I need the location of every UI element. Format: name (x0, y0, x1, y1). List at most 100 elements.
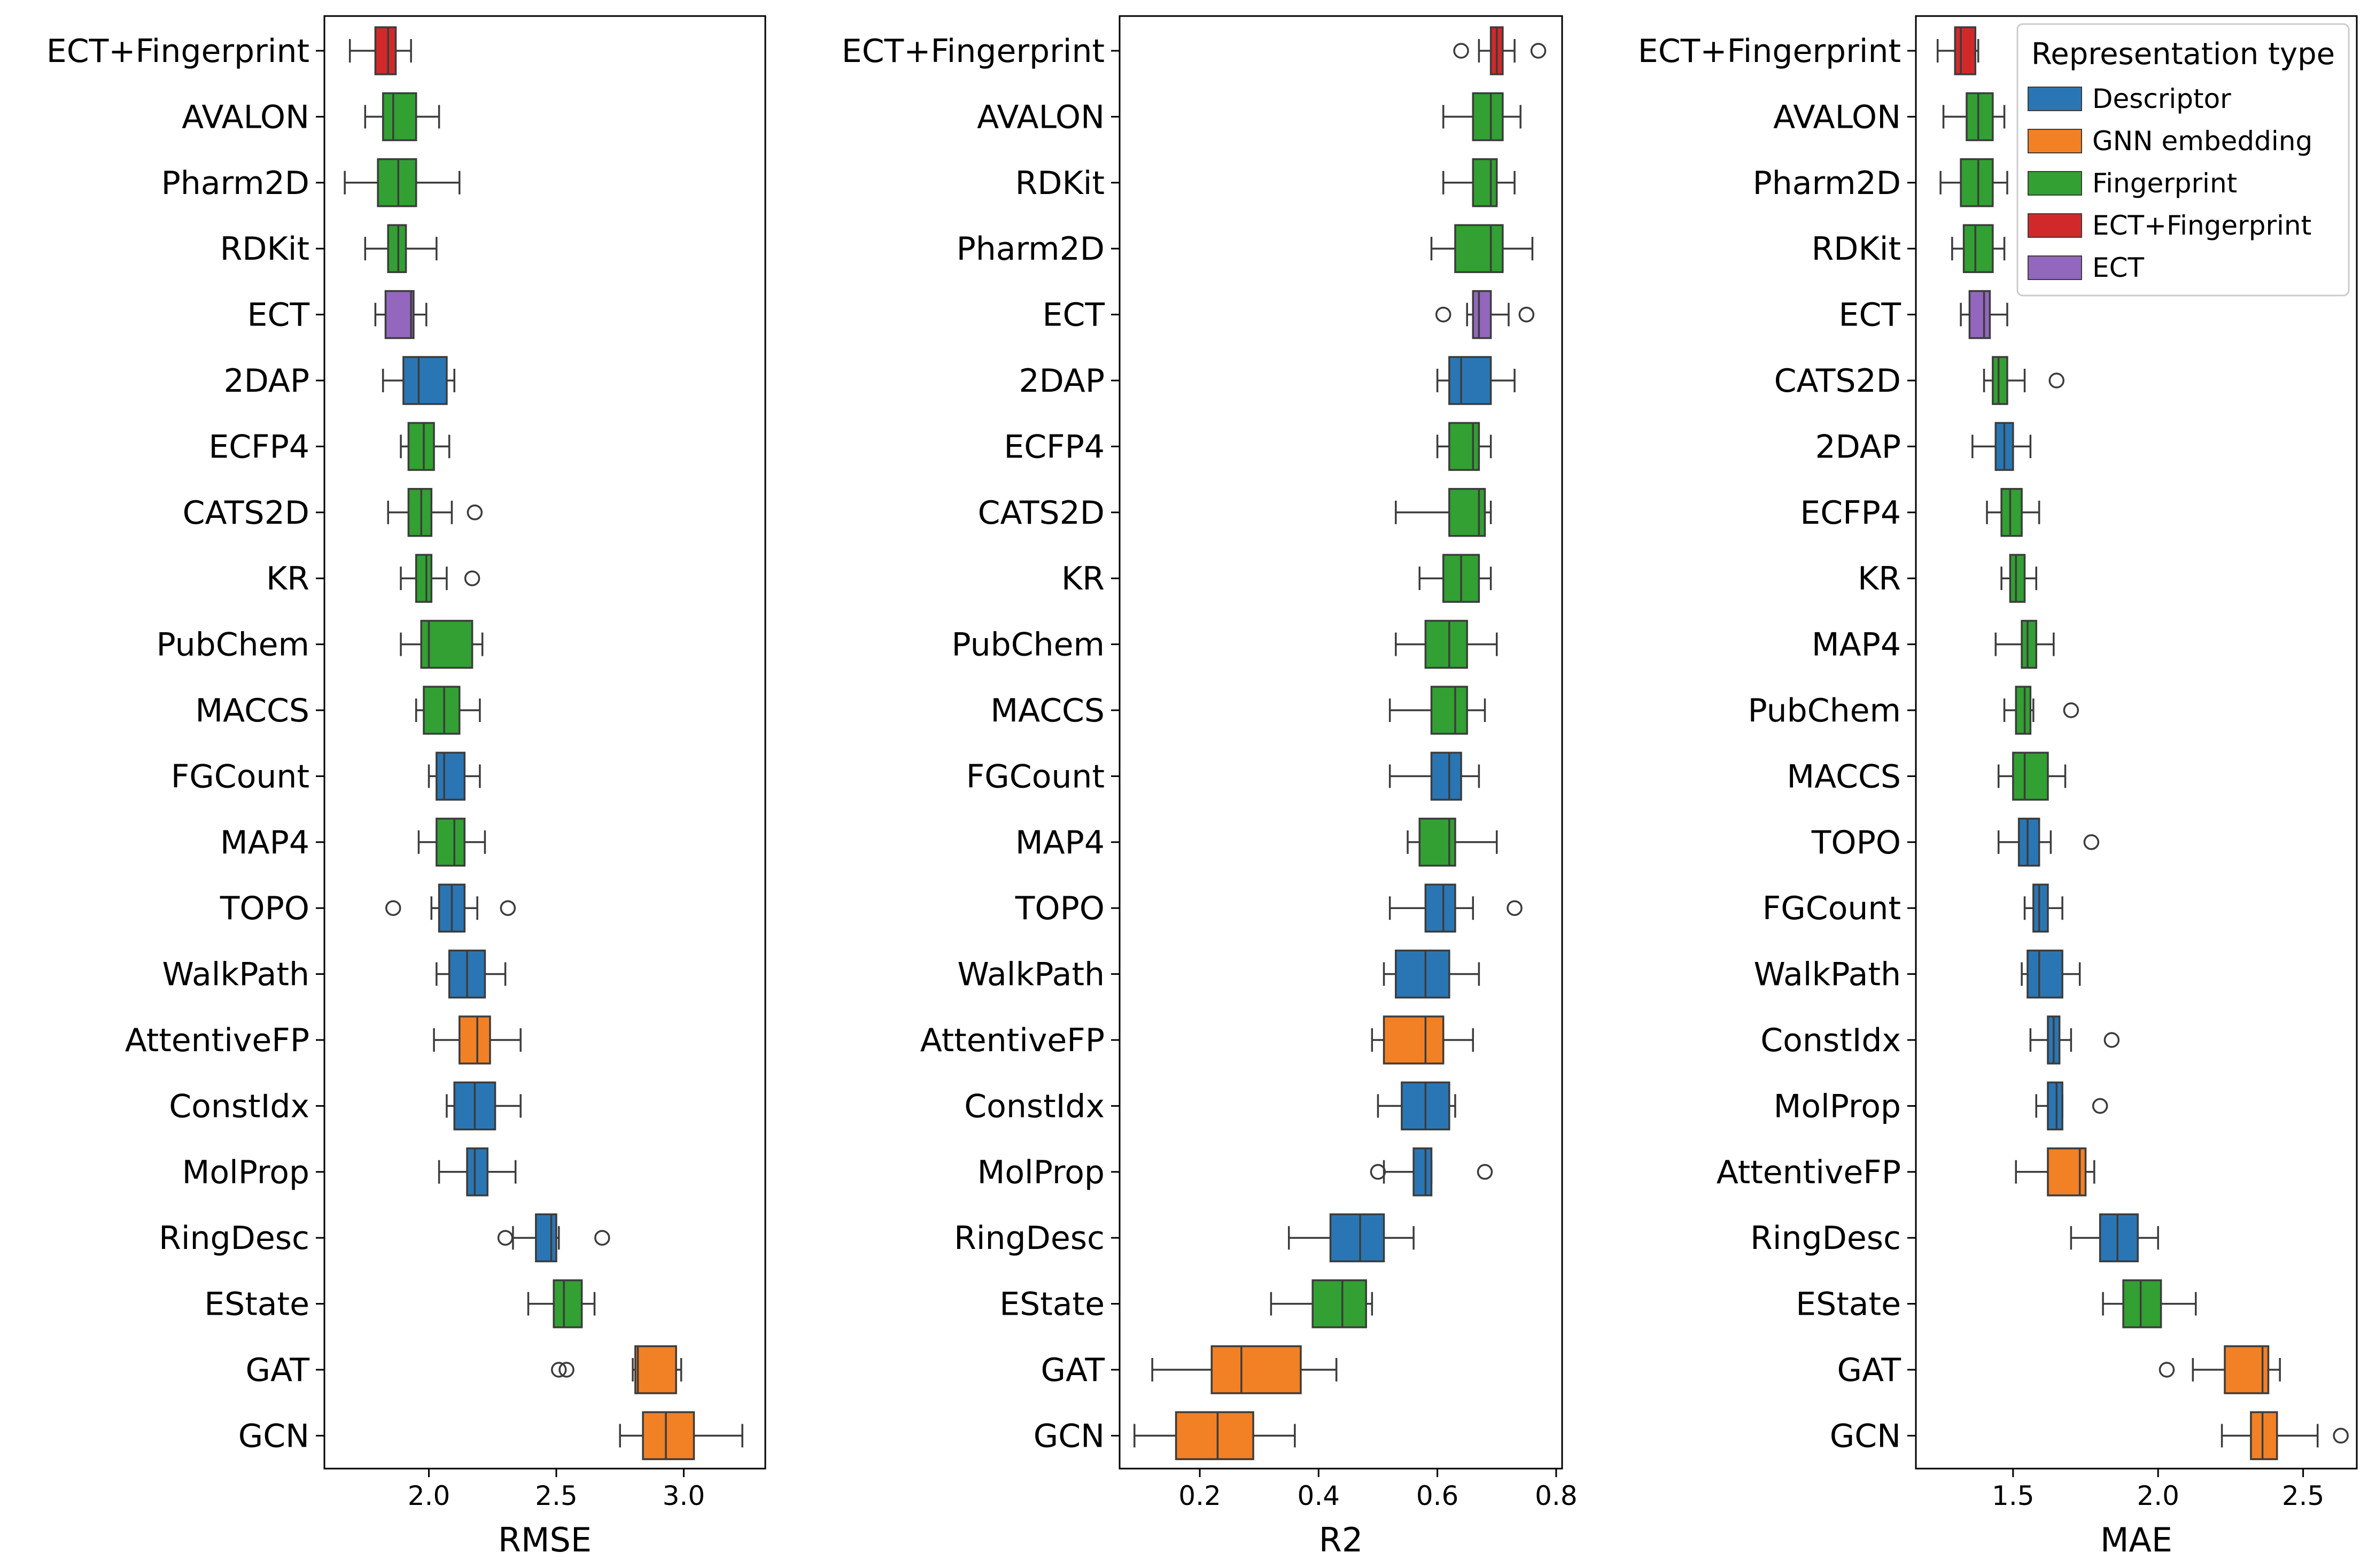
outlier-point (385, 900, 401, 916)
iqr-box (1412, 1147, 1433, 1197)
box-ect: ECT (1043, 290, 1535, 339)
category-label: GAT (245, 1352, 309, 1389)
box-map4: MAP4 (1015, 818, 1498, 867)
box-cats2d: CATS2D (183, 488, 483, 537)
legend-label: ECT (2092, 252, 2145, 283)
outlier-point (1507, 900, 1523, 916)
box-ect-fingerprint: ECT+Fingerprint (1638, 26, 1979, 75)
box-molprop: MolProp (1774, 1081, 2108, 1131)
outlier-point (1453, 43, 1469, 59)
legend-swatch (2028, 255, 2082, 280)
box-maccs: MACCS (990, 686, 1486, 735)
box-rdkit: RDKit (220, 224, 438, 273)
category-label: WalkPath (1754, 956, 1901, 993)
outlier-point (558, 1362, 574, 1378)
category-label: FGCount (1763, 890, 1901, 927)
category-label: MolProp (977, 1154, 1105, 1191)
box-walkpath: WalkPath (162, 949, 507, 999)
box-attentivefp: AttentiveFP (125, 1015, 522, 1065)
category-label: AVALON (182, 98, 309, 136)
iqr-box (1424, 619, 1468, 669)
outlier-point (500, 900, 516, 916)
legend-swatch (2028, 87, 2082, 111)
outlier-point (1370, 1164, 1386, 1180)
iqr-box (2009, 554, 2026, 603)
iqr-box (2122, 1279, 2162, 1329)
category-label: Pharm2D (957, 230, 1105, 268)
category-label: MAP4 (1812, 626, 1901, 664)
category-label: WalkPath (162, 956, 309, 993)
category-label: ConstIdx (169, 1088, 309, 1125)
box-maccs: MACCS (195, 686, 481, 735)
axes-frame (323, 15, 766, 1470)
iqr-box (2017, 818, 2040, 867)
outlier-point (550, 1362, 567, 1378)
category-label: AttentiveFP (1717, 1154, 1901, 1191)
x-tick-label: 2.5 (2282, 1480, 2325, 1511)
outlier-point (2092, 1098, 2108, 1114)
category-label: PubChem (156, 626, 309, 664)
category-label: TOPO (1015, 890, 1105, 927)
category-label: MAP4 (220, 824, 309, 861)
category-label: MolProp (182, 1154, 309, 1191)
box-avalon: AVALON (182, 92, 440, 142)
box-ecfp4: ECFP4 (1800, 488, 2040, 537)
x-tick-label: 3.0 (663, 1480, 705, 1511)
box-attentivefp: AttentiveFP (920, 1015, 1474, 1065)
category-label: GAT (1041, 1352, 1105, 1389)
category-label: ConstIdx (1760, 1022, 1901, 1059)
iqr-box (1954, 26, 1977, 75)
box-estate: EState (1796, 1279, 2197, 1329)
iqr-box (2099, 1213, 2139, 1262)
box-cats2d: CATS2D (978, 488, 1492, 537)
iqr-box (1311, 1279, 1367, 1329)
box-estate: EState (204, 1279, 596, 1329)
category-label: RDKit (1812, 230, 1901, 268)
iqr-box (1424, 883, 1456, 933)
category-label: ConstIdx (964, 1088, 1105, 1125)
box-ringdesc: RingDesc (954, 1213, 1415, 1262)
iqr-box (642, 1411, 695, 1461)
category-label: KR (266, 560, 309, 597)
iqr-box (436, 818, 466, 867)
box-map4: MAP4 (220, 818, 486, 867)
outlier-point (2083, 834, 2100, 850)
box-topo: TOPO (1015, 883, 1523, 933)
category-label: ECFP4 (208, 428, 309, 465)
category-label: RDKit (220, 230, 309, 268)
category-label: ECT+Fingerprint (1638, 33, 1901, 70)
iqr-box (535, 1213, 557, 1262)
legend-label: Fingerprint (2092, 168, 2237, 199)
iqr-box (1448, 356, 1492, 405)
x-tick-label: 0.6 (1416, 1480, 1459, 1511)
iqr-box (1960, 158, 1994, 207)
category-label: 2DAP (1019, 362, 1105, 400)
category-label: PubChem (951, 626, 1105, 664)
category-label: MAP4 (1015, 824, 1105, 861)
category-label: TOPO (220, 890, 309, 927)
iqr-box (2027, 949, 2063, 999)
box-ect: ECT (1839, 290, 2008, 339)
category-label: Pharm2D (1753, 165, 1901, 202)
category-label: CATS2D (978, 494, 1105, 532)
box-ect-fingerprint: ECT+Fingerprint (46, 26, 412, 75)
box-fgcount: FGCount (171, 751, 481, 801)
category-label: PubChem (1748, 692, 1901, 729)
category-label: RingDesc (954, 1220, 1105, 1257)
panel-mae: 1.5 2.0 2.5 MAE ECT+Fingerprint AVALON Pharm2D… (1638, 15, 2358, 1559)
category-label: AttentiveFP (125, 1022, 309, 1059)
box-molprop: MolProp (182, 1147, 517, 1197)
iqr-box (2047, 1081, 2063, 1131)
category-label: ECT+Fingerprint (842, 33, 1105, 70)
box-pharm2d: Pharm2D (1753, 158, 2008, 207)
iqr-box (387, 224, 407, 273)
iqr-box (2032, 883, 2049, 933)
legend-swatch (2028, 213, 2082, 238)
iqr-box (2224, 1345, 2270, 1394)
x-tick-label: 0.4 (1298, 1480, 1340, 1511)
outlier-point (2048, 372, 2064, 389)
category-label: KR (1858, 560, 1901, 597)
category-label: 2DAP (1815, 428, 1901, 465)
legend-entries: Descriptor GNN embedding Fingerprint ECT+Fi… (2028, 83, 2312, 283)
legend-swatch (2028, 129, 2082, 153)
